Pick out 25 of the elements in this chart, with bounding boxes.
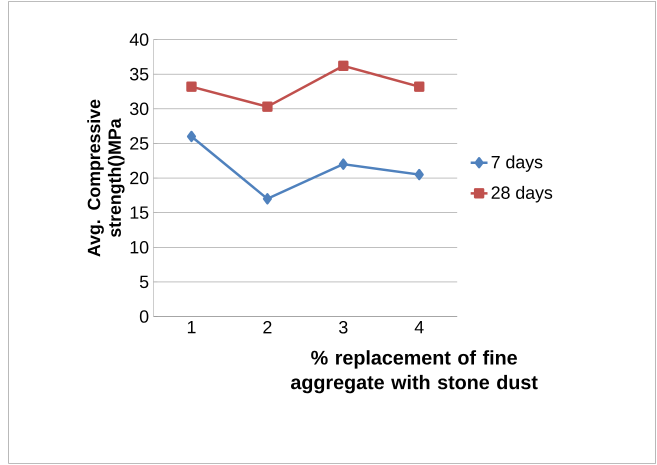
y-tick-label: 25 bbox=[130, 137, 148, 150]
x-tick-label: 1 bbox=[188, 321, 196, 334]
y-tick-label: 20 bbox=[130, 172, 148, 184]
point bbox=[338, 60, 349, 72]
y-tick-label: 5 bbox=[140, 276, 148, 288]
x-tick-label: 2 bbox=[263, 321, 272, 334]
point bbox=[186, 130, 196, 142]
legend-label: 7 days bbox=[492, 155, 542, 172]
y-tick-label: 0 bbox=[140, 310, 148, 323]
x-axis-title: % replacement of fine aggregate with stone dust bbox=[290, 350, 538, 394]
point bbox=[186, 81, 197, 92]
point bbox=[414, 81, 424, 92]
point bbox=[262, 193, 272, 205]
y-tick-label: 35 bbox=[130, 68, 148, 80]
y-tick-label: 30 bbox=[130, 102, 148, 116]
point bbox=[262, 102, 273, 112]
y-tick-label: 10 bbox=[130, 241, 148, 254]
x-tick-label: 4 bbox=[414, 321, 424, 334]
y-axis-title: Avg. Compressive strength()MPa bbox=[87, 100, 125, 257]
point bbox=[414, 168, 424, 180]
x-tick-label: 3 bbox=[339, 321, 348, 334]
y-tick-label: 40 bbox=[130, 33, 148, 46]
y-tick-label: 15 bbox=[130, 206, 148, 219]
point bbox=[338, 158, 348, 170]
legend-label: 28 days bbox=[492, 186, 552, 203]
